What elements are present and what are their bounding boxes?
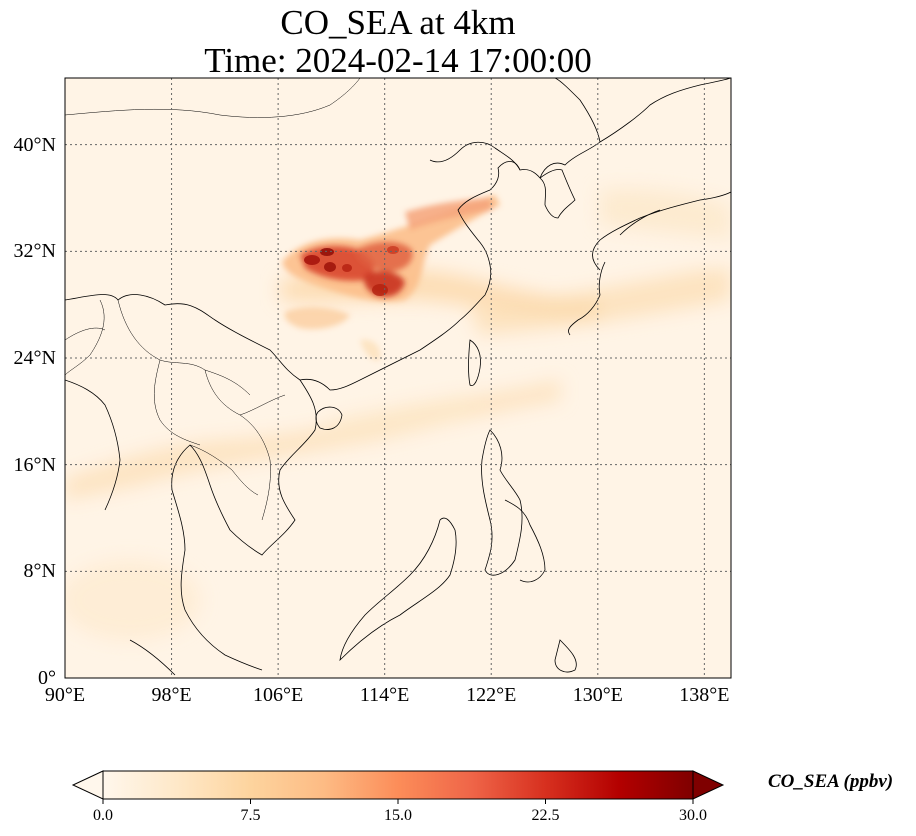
bay-of-bengal-haze xyxy=(65,560,200,640)
plume-hotspots xyxy=(304,246,399,296)
lat-tick-label: 24°N xyxy=(13,347,56,369)
colorbar-tick-label: 30.0 xyxy=(679,807,707,824)
lon-tick-label: 98°E xyxy=(151,684,192,706)
guangxi-wisp xyxy=(360,339,381,361)
japan-band xyxy=(600,188,731,240)
south-china-sea-band xyxy=(330,395,470,440)
pacific-band xyxy=(470,268,731,335)
lat-tick-label: 8°N xyxy=(23,560,56,583)
lon-tick-label: 130°E xyxy=(572,684,623,706)
concentration-field xyxy=(65,188,731,640)
colorbar xyxy=(71,770,725,804)
lat-tick-label: 32°N xyxy=(13,240,56,263)
map-time: Time: 2024-02-14 17:00:00 xyxy=(204,41,592,80)
colorbar-tick-label: 22.5 xyxy=(531,807,560,824)
lat-tick-label: 16°N xyxy=(13,453,56,476)
lat-tick-label: 40°N xyxy=(13,133,56,156)
lon-tick-label: 138°E xyxy=(679,684,730,706)
map-frame xyxy=(64,77,732,679)
lon-tick-label: 106°E xyxy=(253,684,304,706)
colorbar-tick-label: 7.5 xyxy=(240,807,261,824)
colorbar-gradient xyxy=(103,771,693,799)
north-china-streak xyxy=(405,198,492,230)
colorbar-tick-label: 0.0 xyxy=(93,807,113,824)
lon-tick-label: 114°E xyxy=(359,684,410,706)
colorbar-max-extend xyxy=(692,770,725,800)
lon-tick-label: 90°E xyxy=(44,684,86,706)
map-panel xyxy=(64,77,732,679)
colorbar-min-extend xyxy=(71,770,104,800)
lon-tick-label: 122°E xyxy=(466,684,517,706)
gridlines xyxy=(65,78,731,678)
lat-tick-label: 0° xyxy=(38,667,56,689)
map-title: CO_SEA at 4km xyxy=(280,3,516,42)
colorbar-label: CO_SEA (ppbv) xyxy=(768,771,894,792)
colorbar-tick-label: 15.0 xyxy=(384,807,412,824)
country-borders xyxy=(65,78,361,521)
plume-core-west xyxy=(300,245,375,281)
southern-lobe xyxy=(284,307,350,330)
